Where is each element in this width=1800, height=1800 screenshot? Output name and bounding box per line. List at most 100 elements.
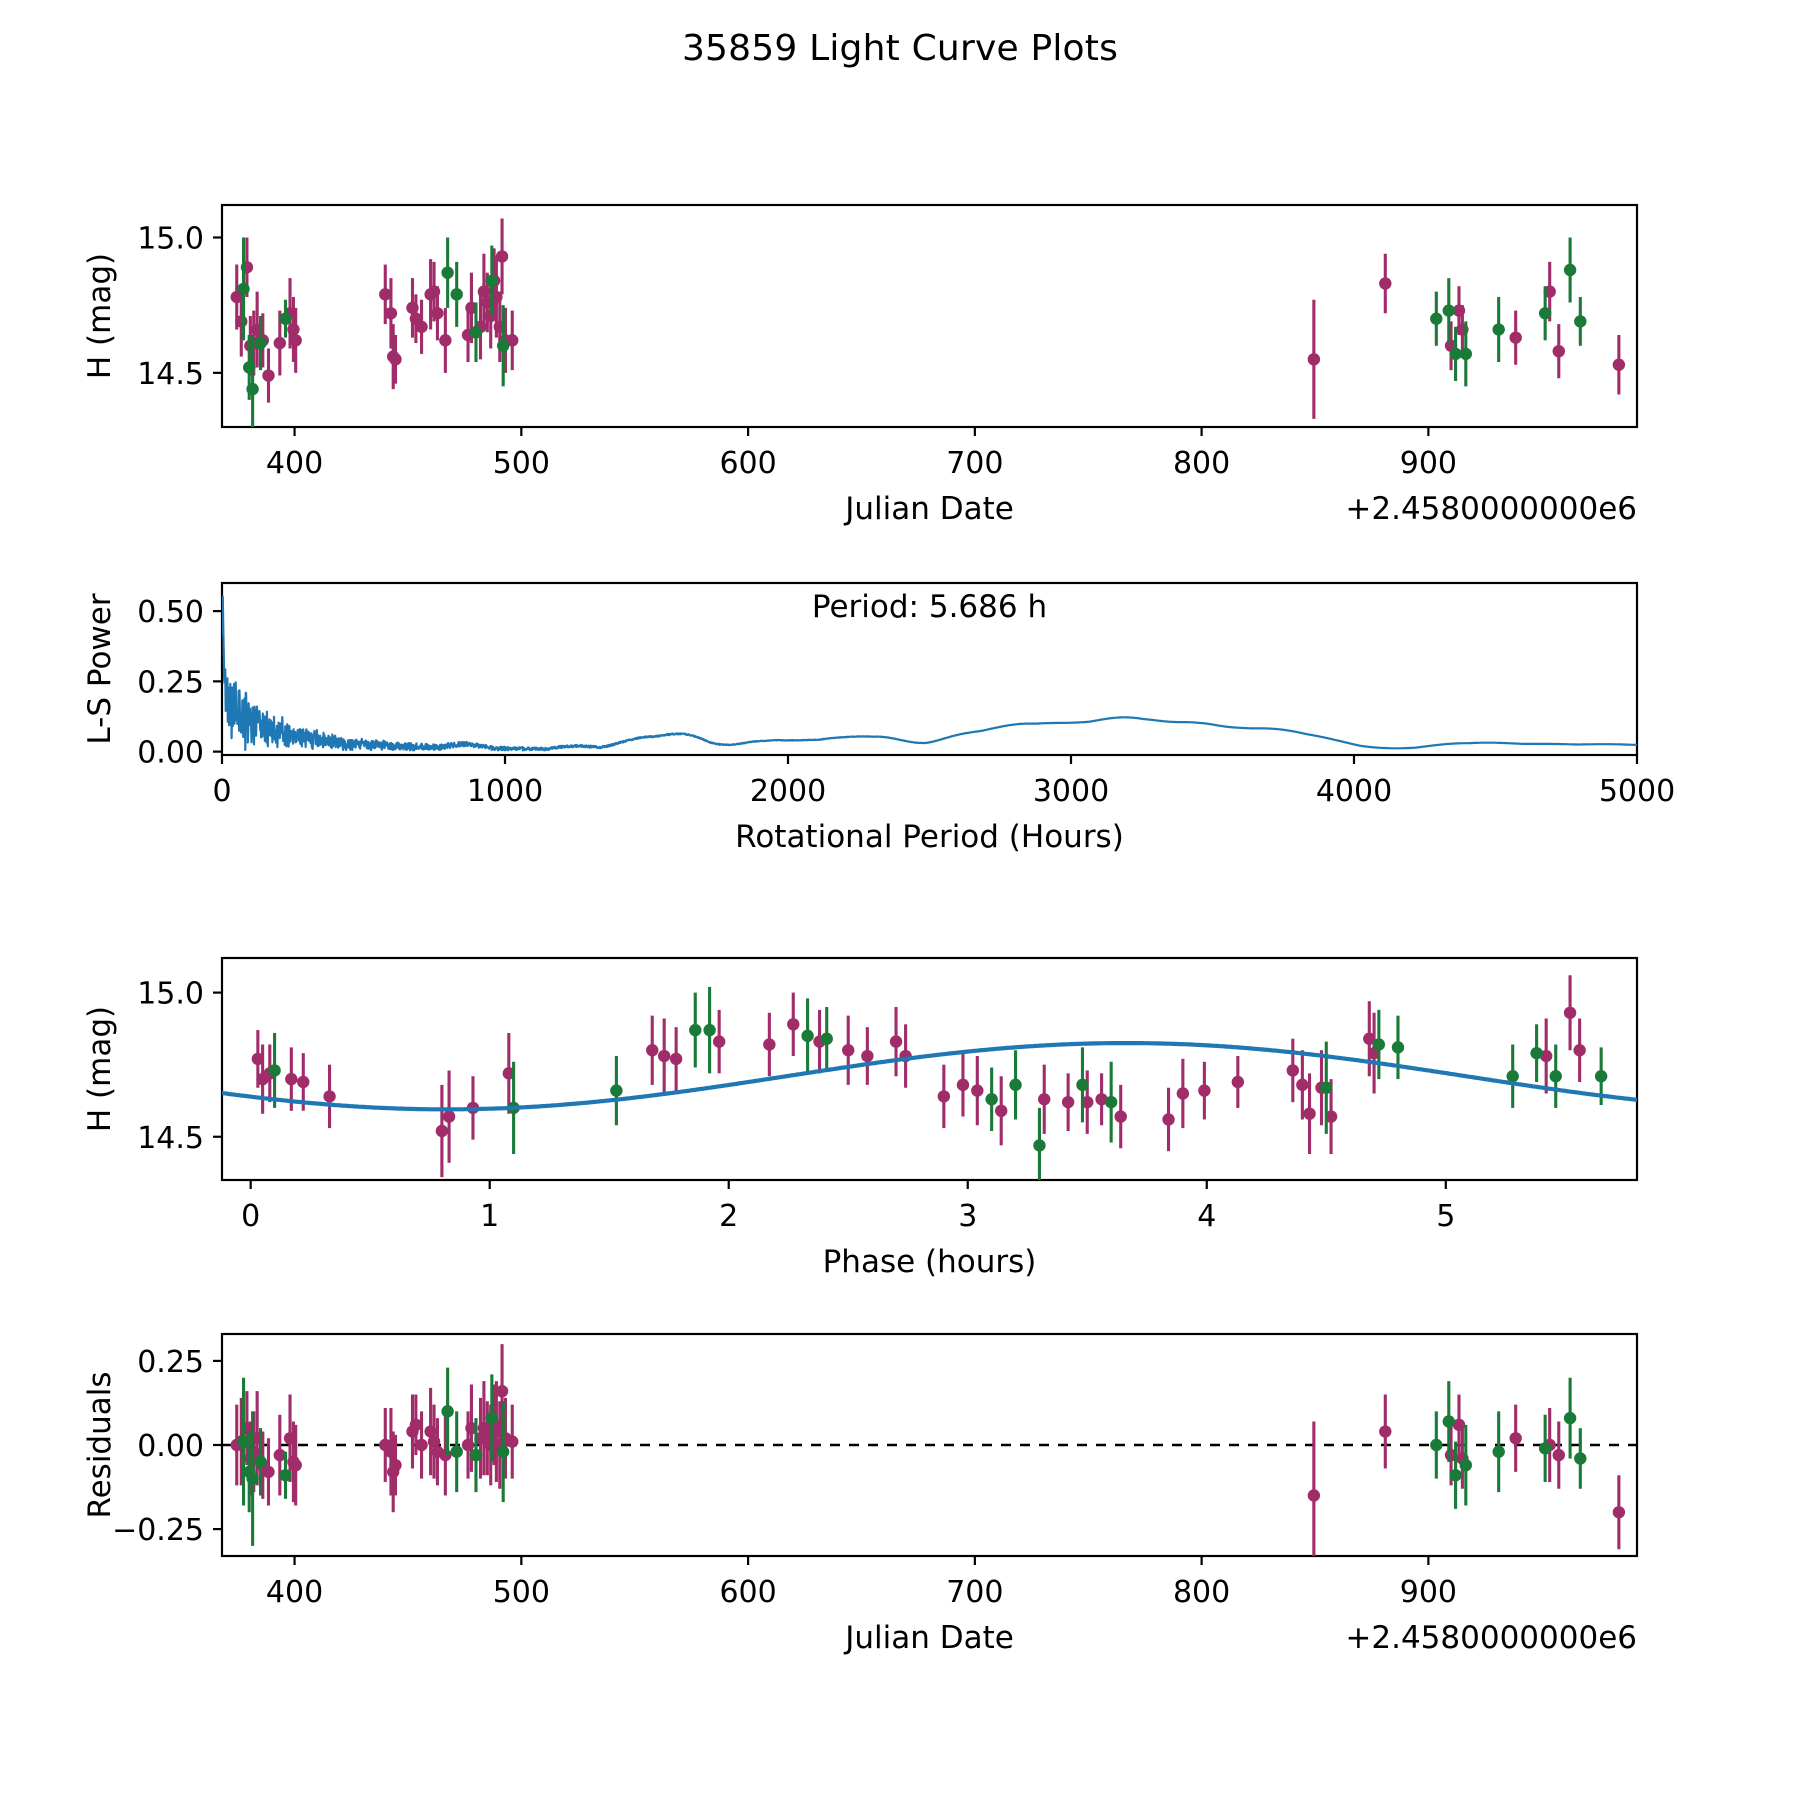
x-tick-label: 900 (1400, 446, 1457, 481)
data-point (441, 266, 454, 279)
data-point (297, 1075, 310, 1089)
data-point (246, 1472, 259, 1485)
panel-light-curve: 400 500 600 700 800 900 14.5 15.0 Julian Date +2.… (82, 203, 1639, 527)
panel-lightcurve-data-layer (230, 218, 1626, 427)
data-point (506, 1435, 519, 1448)
x-tick-label: 500 (493, 1575, 550, 1610)
data-point (439, 334, 452, 347)
data-point (1391, 1041, 1405, 1054)
x-tick-label: 2000 (750, 774, 826, 809)
x-axis-offset-label: +2.4580000000e6 (1345, 1620, 1637, 1656)
series-series_b (268, 986, 1608, 1180)
data-point (254, 1455, 267, 1469)
data-point (1296, 1078, 1309, 1092)
data-point (279, 312, 292, 325)
data-point (409, 1418, 423, 1432)
data-point (1198, 1084, 1211, 1097)
data-point (1176, 1087, 1190, 1100)
x-tick-label: 400 (266, 446, 323, 481)
series-series_a (251, 975, 1586, 1178)
data-point (1076, 1078, 1089, 1092)
data-point (431, 307, 444, 320)
period-annotation: Period: 5.686 h (812, 589, 1047, 625)
y-tick-label: 0.00 (137, 1429, 204, 1464)
data-point (450, 1445, 463, 1458)
data-point (1379, 1425, 1392, 1438)
panel-lightcurve-axes-frame (220, 203, 1639, 429)
data-point (1573, 1044, 1586, 1057)
data-point (435, 1124, 449, 1138)
x-axis-label: Phase (hours) (823, 1244, 1037, 1280)
y-axis-label: H (mag) (82, 1006, 118, 1132)
y-axis-label: L-S Power (82, 593, 118, 744)
x-tick-label: 0 (241, 1199, 260, 1234)
series-series_b (237, 237, 1587, 427)
data-point (1539, 1049, 1553, 1063)
data-point (1459, 1458, 1472, 1472)
data-point (669, 1052, 683, 1066)
data-point (1104, 1095, 1118, 1109)
x-axis-offset-label: +2.4580000000e6 (1345, 491, 1637, 527)
data-point (289, 334, 302, 347)
data-point (485, 274, 499, 288)
data-point (956, 1078, 970, 1092)
sine-fit-layer (222, 1041, 1637, 1112)
data-point (1538, 307, 1552, 320)
series-series_a (230, 218, 1626, 419)
data-point (251, 1052, 265, 1066)
data-point (450, 288, 463, 301)
data-point (646, 1044, 659, 1057)
data-point (1452, 1418, 1466, 1432)
data-point (495, 1384, 509, 1398)
data-point (1372, 1038, 1386, 1051)
x-tick-label: 600 (719, 446, 776, 481)
data-point (1509, 1432, 1522, 1445)
data-point (610, 1084, 623, 1097)
data-point (1549, 1070, 1562, 1083)
data-point (1442, 304, 1455, 317)
panel-residuals-data-layer (230, 1344, 1626, 1556)
data-point (1286, 1064, 1300, 1077)
data-point (1307, 353, 1321, 366)
x-tick-label: 600 (719, 1575, 776, 1610)
panel-phase-axes-frame (220, 956, 1639, 1182)
data-point (506, 334, 519, 347)
data-point (1506, 1070, 1519, 1083)
data-point (1430, 312, 1443, 325)
data-point (889, 1035, 903, 1048)
data-point (415, 1438, 428, 1452)
y-tick-label: 0.25 (137, 665, 204, 700)
data-point (842, 1044, 855, 1057)
panel-periodogram: 0 1000 2000 3000 4000 5000 0.00 0.25 0.50 Rotatio… (82, 581, 1675, 855)
data-point (273, 336, 287, 350)
data-point (1095, 1093, 1108, 1106)
y-tick-label: 15.0 (137, 221, 204, 256)
data-point (496, 1445, 510, 1458)
x-tick-label: 5000 (1599, 774, 1675, 809)
data-point (712, 1035, 726, 1048)
data-point (237, 282, 250, 296)
y-axis-label: Residuals (82, 1371, 118, 1518)
data-point (287, 323, 300, 336)
data-point (703, 1023, 716, 1037)
data-point (1114, 1110, 1127, 1123)
figure-title: 35859 Light Curve Plots (681, 28, 1119, 69)
data-point (1530, 1046, 1543, 1060)
data-point (1492, 323, 1505, 336)
data-point (268, 1064, 281, 1077)
x-tick-label: 5 (1436, 1199, 1455, 1234)
x-tick-label: 700 (946, 1575, 1003, 1610)
x-tick-label: 700 (946, 446, 1003, 481)
x-tick-label: 500 (493, 446, 550, 481)
panel-residuals: 400 500 600 700 800 900 −0.25 0.00 0.25 Julian Da… (82, 1332, 1639, 1656)
data-point (1612, 358, 1626, 371)
data-point (1379, 277, 1392, 290)
x-tick-label: 3000 (1033, 774, 1109, 809)
data-point (1509, 331, 1522, 344)
y-tick-label: 0.50 (137, 595, 204, 630)
y-tick-label: 14.5 (137, 357, 204, 392)
sine-fit-curve (222, 1041, 1637, 1112)
data-point (801, 1029, 814, 1043)
data-point (415, 320, 428, 334)
data-point (763, 1038, 776, 1051)
